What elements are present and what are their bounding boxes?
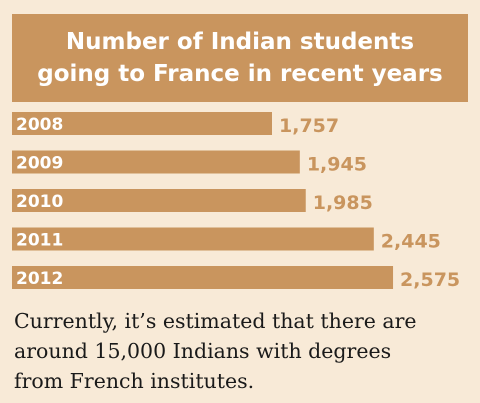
category-label-2012: 2012 [16,269,63,289]
note-text: Currently, it’s estimated that there are… [14,306,476,396]
title-banner: Number of Indian students going to Franc… [12,14,468,102]
category-label-2011: 2011 [16,231,63,251]
bar-chart: 2008 1,757 2009 1,945 2010 1,985 2011 2,445 2012… [12,112,460,291]
value-label-2012: 2,575 [400,269,460,291]
value-label-2011: 2,445 [381,231,441,253]
bar-2010 [12,189,306,212]
category-label-2009: 2009 [16,154,63,174]
note-line-1: Currently, it’s estimated that there are [14,309,417,333]
bar-2012 [12,266,394,289]
note-line-2: around 15,000 Indians with degrees [14,339,392,363]
bar-2009 [12,150,300,174]
bar-2011 [12,227,374,251]
value-label-2009: 1,945 [307,154,367,176]
chart-title-line-1: Number of Indian students [65,29,415,55]
note-line-3: from French institutes. [14,369,255,393]
chart-title-line-2: going to France in recent years [37,61,443,87]
category-label-2008: 2008 [16,115,63,135]
category-label-2010: 2010 [16,192,63,212]
value-label-2010: 1,985 [313,192,373,214]
bar-2008 [12,112,272,135]
value-label-2008: 1,757 [279,115,339,137]
